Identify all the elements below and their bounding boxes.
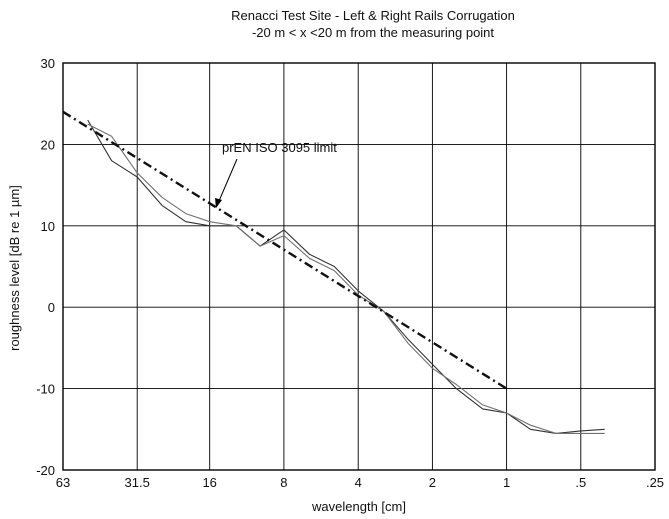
y-tick-label: 10 bbox=[41, 219, 55, 234]
x-tick-label: 2 bbox=[429, 475, 436, 490]
grid-lines bbox=[62, 62, 656, 471]
x-tick-label: .25 bbox=[646, 475, 664, 490]
y-tick-label: -20 bbox=[36, 463, 55, 478]
x-tick-label: 8 bbox=[280, 475, 287, 490]
annotation-arrow-head bbox=[215, 198, 222, 208]
y-tick-label: -10 bbox=[36, 382, 55, 397]
plot-frame bbox=[62, 62, 656, 471]
annotation-label: prEN ISO 3095 limit bbox=[222, 140, 337, 155]
x-tick-labels: 63 31.5 16 8 4 2 1 .5 .25 bbox=[56, 475, 664, 490]
chart-title: Renacci Test Site - Left & Right Rails C… bbox=[231, 8, 515, 23]
y-tick-label: 20 bbox=[41, 137, 55, 152]
x-tick-label: 31.5 bbox=[125, 475, 150, 490]
x-tick-label: 16 bbox=[202, 475, 216, 490]
y-axis-label: roughness level [dB re 1 µm] bbox=[7, 185, 22, 351]
limit-annotation: prEN ISO 3095 limit bbox=[215, 140, 337, 208]
x-tick-label: .5 bbox=[575, 475, 586, 490]
limit-line bbox=[62, 110, 508, 390]
x-tick-label: 4 bbox=[355, 475, 362, 490]
x-tick-label: 63 bbox=[56, 475, 70, 490]
roughness-series-1 bbox=[87, 119, 605, 434]
chart-subtitle: -20 m < x <20 m from the measuring point bbox=[252, 25, 494, 40]
y-tick-labels: -20 -10 0 10 20 30 bbox=[36, 56, 55, 478]
x-tick-label: 1 bbox=[503, 475, 510, 490]
series-layer bbox=[62, 110, 605, 434]
y-tick-label: 30 bbox=[41, 56, 55, 71]
annotation-arrow-line bbox=[218, 158, 238, 202]
x-axis-label: wavelength [cm] bbox=[311, 499, 406, 514]
y-tick-label: 0 bbox=[48, 300, 55, 315]
roughness-series-2 bbox=[87, 123, 605, 434]
